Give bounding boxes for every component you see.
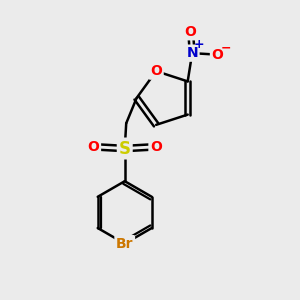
Text: +: + [194, 38, 204, 51]
Text: O: O [185, 25, 197, 39]
Text: O: O [212, 48, 224, 62]
Text: N: N [186, 46, 198, 60]
Text: Br: Br [116, 237, 134, 250]
Text: S: S [119, 140, 131, 158]
Text: O: O [88, 140, 100, 154]
Text: −: − [220, 42, 231, 55]
Text: O: O [150, 64, 162, 78]
Text: O: O [150, 140, 162, 154]
